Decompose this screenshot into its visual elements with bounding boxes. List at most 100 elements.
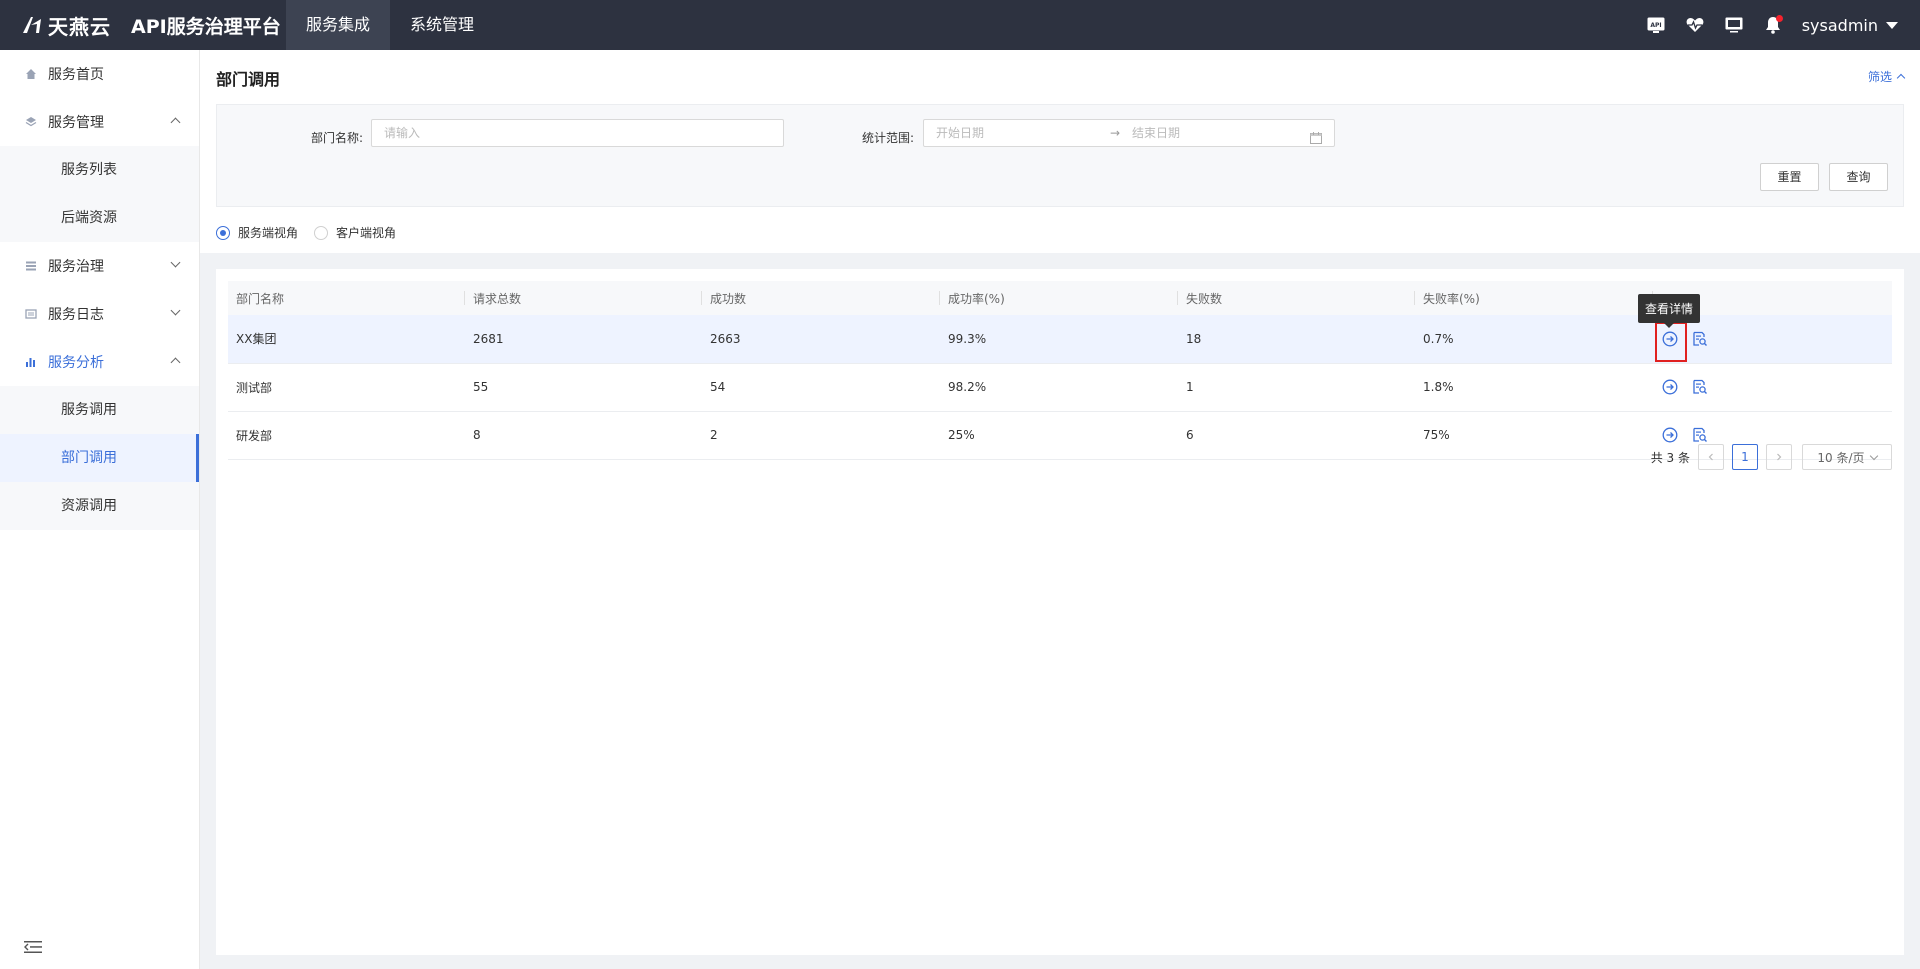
search-document-icon[interactable] <box>1691 330 1709 348</box>
view-details-icon[interactable] <box>1661 378 1679 396</box>
chevron-down-icon <box>170 305 181 316</box>
query-button[interactable]: 查询 <box>1829 163 1888 191</box>
cell-success-rate: 99.3% <box>940 315 1178 364</box>
col-success-count: 成功数 <box>702 281 940 315</box>
search-document-icon[interactable] <box>1691 378 1709 396</box>
sidebar-item-service-management[interactable]: 服务管理 <box>0 98 199 146</box>
sidebar-item-service-log[interactable]: 服务日志 <box>0 290 199 338</box>
server-perspective-radio[interactable] <box>216 225 230 240</box>
sidebar-item-department-calls[interactable]: 部门调用 <box>0 434 199 482</box>
server-perspective-label[interactable]: 服务端视角 <box>238 226 299 240</box>
notification-dot <box>1775 15 1783 22</box>
filter-panel: 部门调用 筛选 部门名称: 请输入 统计范围: 开始日期 → 结束日期 重置 查… <box>200 50 1920 253</box>
dept-name-label: 部门名称: <box>311 131 364 145</box>
sidebar-item-service-home[interactable]: 服务首页 <box>0 50 199 98</box>
cell-failure-count: 6 <box>1178 411 1415 460</box>
cell-actions <box>1653 411 1892 460</box>
cell-success-rate: 25% <box>940 411 1178 460</box>
pagination-total: 共 3 条 <box>1650 450 1690 465</box>
svg-text:API: API <box>1650 22 1661 29</box>
col-dept-name: 部门名称 <box>228 281 465 315</box>
prev-page-button[interactable] <box>1698 444 1724 470</box>
row-actions <box>1661 426 1892 444</box>
cell-success-count: 2 <box>702 411 940 460</box>
username: sysadmin <box>1801 15 1878 35</box>
table-row[interactable]: XX集团 2681 2663 99.3% 18 0.7% <box>228 315 1892 364</box>
calendar-icon <box>1310 127 1322 144</box>
topnav-system-management[interactable]: 系统管理 <box>410 15 475 34</box>
sidebar-item-label: 服务首页 <box>48 67 104 83</box>
layers-icon <box>24 115 38 129</box>
row-actions <box>1661 378 1892 396</box>
cell-failure-rate: 75% <box>1415 411 1653 460</box>
cell-failure-count: 18 <box>1178 315 1415 364</box>
next-page-button[interactable] <box>1766 444 1792 470</box>
collapse-menu-icon[interactable] <box>24 939 42 955</box>
bar-chart-icon <box>24 355 38 369</box>
cell-total-requests: 8 <box>465 411 702 460</box>
brand-logo-icon <box>20 13 44 37</box>
sidebar-item-service-list[interactable]: 服务列表 <box>61 162 117 178</box>
table-row[interactable]: 测试部 55 54 98.2% 1 1.8% <box>228 363 1892 412</box>
sidebar-item-label: 服务日志 <box>48 307 104 323</box>
sidebar-item-service-analysis[interactable]: 服务分析 <box>0 338 199 386</box>
cell-dept-name: 测试部 <box>228 363 465 412</box>
chevron-up-icon <box>170 357 181 368</box>
client-perspective-label[interactable]: 客户端视角 <box>336 226 397 240</box>
page-size-value: 10 条/页 <box>1817 450 1865 465</box>
list-icon <box>24 259 38 273</box>
cell-failure-rate: 1.8% <box>1415 363 1653 412</box>
client-perspective-radio[interactable] <box>314 225 329 240</box>
brand-name: 天燕云 <box>48 14 111 39</box>
range-arrow: → <box>1110 126 1121 140</box>
sidebar-item-backend-resources[interactable]: 后端资源 <box>61 210 117 226</box>
cell-failure-count: 1 <box>1178 363 1415 412</box>
sidebar-item-service-calls[interactable]: 服务调用 <box>61 402 117 418</box>
sidebar-item-resource-calls[interactable]: 资源调用 <box>61 498 117 514</box>
sidebar-item-label: 服务管理 <box>48 115 104 131</box>
search-document-icon[interactable] <box>1691 426 1709 444</box>
caret-down-icon <box>1886 21 1898 29</box>
table-row[interactable]: 研发部 8 2 25% 6 75% <box>228 411 1892 460</box>
submenu-service-analysis: 服务调用 部门调用 资源调用 <box>0 386 199 530</box>
user-menu[interactable]: sysadmin <box>1802 16 1898 35</box>
main-content: 部门调用 筛选 部门名称: 请输入 统计范围: 开始日期 → 结束日期 重置 查… <box>200 50 1920 969</box>
top-right-tools: API sysadmin <box>1628 0 1920 50</box>
view-details-tooltip: 查看详情 <box>1638 294 1701 328</box>
monitor-icon[interactable] <box>1723 14 1745 36</box>
chevron-left-icon <box>1708 453 1713 461</box>
page-size-select[interactable]: 10 条/页 <box>1802 444 1892 470</box>
heartbeat-icon[interactable] <box>1684 14 1706 36</box>
chevron-down-icon <box>170 257 181 268</box>
col-failure-rate: 失败率(%) <box>1415 281 1653 315</box>
view-details-icon[interactable] <box>1661 426 1679 444</box>
col-success-rate: 成功率(%) <box>940 281 1178 315</box>
logo[interactable]: 天燕云 API服务治理平台 <box>0 0 286 50</box>
chevron-up-icon <box>170 117 181 128</box>
sidebar-item-service-governance[interactable]: 服务治理 <box>0 242 199 290</box>
cell-success-count: 54 <box>702 363 940 412</box>
submenu-service-management: 服务列表 后端资源 <box>0 146 199 242</box>
table-panel: 部门名称 请求总数 成功数 成功率(%) 失败数 失败率(%) XX集团 268… <box>216 269 1904 955</box>
view-details-icon[interactable] <box>1655 321 1687 362</box>
home-icon <box>24 67 38 81</box>
table-header-row: 部门名称 请求总数 成功数 成功率(%) 失败数 失败率(%) <box>228 281 1892 315</box>
cell-total-requests: 55 <box>465 363 702 412</box>
filter-toggle[interactable]: 筛选 <box>1868 68 1906 85</box>
api-icon[interactable]: API <box>1645 14 1667 36</box>
stat-range-label: 统计范围: <box>862 131 915 145</box>
perspective-radio-group: 服务端视角 客户端视角 <box>216 224 412 241</box>
dept-name-placeholder: 请输入 <box>384 126 421 140</box>
row-actions <box>1655 321 1892 362</box>
reset-button[interactable]: 重置 <box>1760 163 1819 191</box>
date-range-picker[interactable]: 开始日期 → 结束日期 <box>923 119 1335 147</box>
pagination: 共 3 条 1 10 条/页 <box>1651 444 1892 470</box>
topnav-service-integration[interactable]: 服务集成 <box>286 0 391 50</box>
chevron-right-icon <box>1777 453 1782 461</box>
cell-dept-name: 研发部 <box>228 411 465 460</box>
cell-total-requests: 2681 <box>465 315 702 364</box>
page-1-button[interactable]: 1 <box>1732 444 1758 470</box>
sidebar: 服务首页 服务管理 服务列表 后端资源 服务治理 服务日志 服务分析 服务调用 <box>0 50 200 969</box>
bell-icon[interactable] <box>1762 14 1784 36</box>
dept-name-input[interactable]: 请输入 <box>371 119 784 147</box>
